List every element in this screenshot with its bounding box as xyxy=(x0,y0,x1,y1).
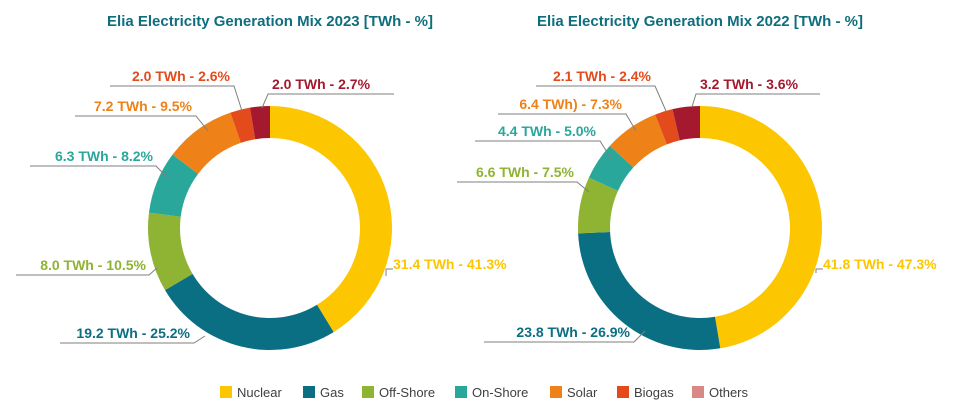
donut-slice-gas-0 xyxy=(165,273,334,350)
legend-label-solar: Solar xyxy=(567,385,598,400)
legend-label-gas: Gas xyxy=(320,385,344,400)
leader-line-nuclear-1 xyxy=(815,268,823,273)
legend-label-off-shore: Off-Shore xyxy=(379,385,435,400)
leader-line-solar-1 xyxy=(498,113,637,132)
data-label-nuclear-1: 41.8 TWh - 47.3% xyxy=(823,256,937,272)
donut-slice-on-shore-0 xyxy=(148,154,199,217)
donut-slice-gas-1 xyxy=(578,232,721,351)
legend-swatch-biogas xyxy=(617,386,629,398)
data-label-off-shore-1: 6.6 TWh - 7.5% xyxy=(476,164,575,180)
leader-line-on-shore-1 xyxy=(475,140,613,161)
leader-line-on-shore-0 xyxy=(30,165,169,179)
data-label-on-shore-1: 4.4 TWh - 5.0% xyxy=(498,123,597,139)
leader-line-gas-1 xyxy=(484,330,646,343)
donut-slice-others-1 xyxy=(672,106,700,141)
chart-title-2022: Elia Electricity Generation Mix 2022 [TW… xyxy=(537,13,863,30)
chart-title-2023: Elia Electricity Generation Mix 2023 [TW… xyxy=(107,13,433,30)
donut-slice-biogas-0 xyxy=(230,107,256,143)
data-label-nuclear-0: 31.4 TWh - 41.3% xyxy=(393,256,507,272)
donut-slice-biogas-1 xyxy=(655,109,680,145)
data-label-solar-1: 6.4 TWh) - 7.3% xyxy=(519,96,622,112)
legend-swatch-gas xyxy=(303,386,315,398)
leader-line-biogas-1 xyxy=(536,85,667,112)
legend: Nuclear Gas Off-Shore On-Shore Solar Biogas Ot… xyxy=(220,385,749,400)
leader-line-others-1 xyxy=(691,93,820,108)
donut-slice-nuclear-1 xyxy=(700,106,822,349)
donut-slice-on-shore-1 xyxy=(588,145,634,191)
data-label-gas-1: 23.8 TWh - 26.9% xyxy=(516,324,630,340)
data-label-gas-0: 19.2 TWh - 25.2% xyxy=(76,325,190,341)
legend-swatch-on-shore xyxy=(455,386,467,398)
data-label-solar-0: 7.2 TWh - 9.5% xyxy=(94,98,193,114)
legend-swatch-solar xyxy=(550,386,562,398)
data-label-others-0: 2.0 TWh - 2.7% xyxy=(272,76,371,92)
legend-swatch-nuclear xyxy=(220,386,232,398)
data-label-biogas-0: 2.0 TWh - 2.6% xyxy=(132,68,231,84)
leader-line-off-shore-1 xyxy=(457,181,590,193)
leader-line-solar-0 xyxy=(75,115,209,132)
data-label-biogas-1: 2.1 TWh - 2.4% xyxy=(553,68,652,84)
leader-line-off-shore-0 xyxy=(16,267,158,276)
data-label-off-shore-0: 8.0 TWh - 10.5% xyxy=(40,257,146,273)
leader-line-others-0 xyxy=(261,93,394,109)
legend-label-others: Others xyxy=(709,385,749,400)
legend-label-on-shore: On-Shore xyxy=(472,385,528,400)
donut-slice-solar-1 xyxy=(609,114,667,168)
data-label-others-1: 3.2 TWh - 3.6% xyxy=(700,76,799,92)
data-label-on-shore-0: 6.3 TWh - 8.2% xyxy=(55,148,154,164)
donut-slice-nuclear-0 xyxy=(270,106,392,333)
data-labels: 31.4 TWh - 41.3% 19.2 TWh - 25.2% 8.0 TWh … xyxy=(16,68,937,344)
donut-slice-off-shore-0 xyxy=(148,212,193,291)
leader-line-biogas-0 xyxy=(110,85,243,112)
legend-swatch-others xyxy=(692,386,704,398)
leader-line-nuclear-0 xyxy=(385,268,393,276)
donut-charts xyxy=(148,106,822,351)
leader-line-gas-0 xyxy=(60,335,206,344)
donut-slice-others-0 xyxy=(249,106,270,140)
legend-label-nuclear: Nuclear xyxy=(237,385,282,400)
legend-swatch-off-shore xyxy=(362,386,374,398)
legend-label-biogas: Biogas xyxy=(634,385,674,400)
donut-slice-solar-0 xyxy=(172,112,241,174)
